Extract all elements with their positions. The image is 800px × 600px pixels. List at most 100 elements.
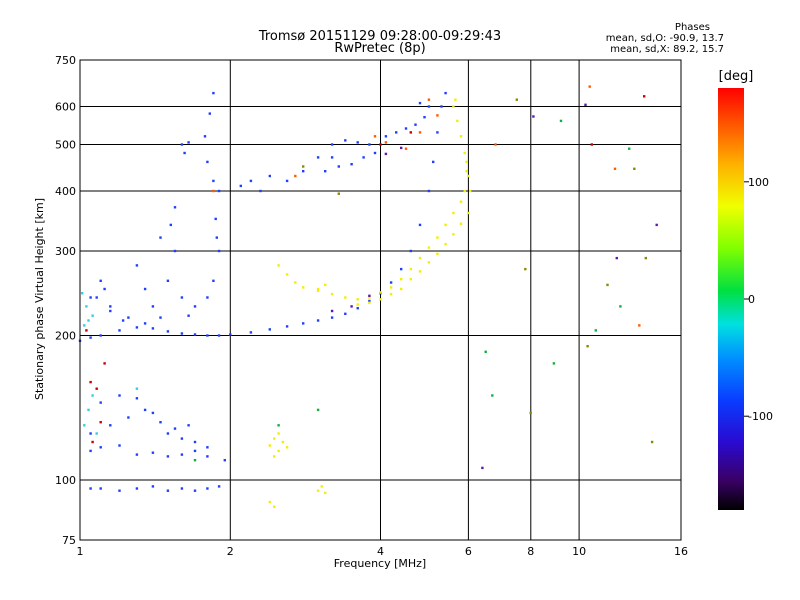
chart-subtitle: RwPretec (8p) [334,41,426,56]
data-point [320,485,323,488]
data-point [444,243,447,246]
data-point [217,189,221,193]
data-point [285,446,289,449]
data-point [619,305,622,308]
data-point [121,319,125,322]
data-point [127,316,130,319]
data-point [180,487,184,490]
data-point [83,424,86,427]
data-point [91,314,94,317]
data-point [91,440,94,444]
data-point [344,296,347,299]
data-point [418,223,422,227]
y-tick-label: 500 [55,139,76,152]
data-point [217,485,221,488]
data-point [294,174,297,178]
data-point [584,103,587,106]
data-point [515,98,518,101]
data-point [159,316,162,319]
phase-stats-x: mean, sd,X: 89.2, 15.7 [610,44,724,55]
data-point [356,298,359,301]
data-point [588,85,591,88]
y-axis-label: Stationary phase Virtual Height [km] [33,197,46,401]
data-point [277,264,280,267]
data-point [99,487,102,490]
data-point [427,246,431,249]
data-point [395,131,398,134]
data-point [89,487,92,490]
data-point [89,336,92,339]
data-point [99,446,102,449]
data-point [467,211,470,215]
data-point [135,387,139,390]
data-point [212,189,215,193]
data-point [206,487,209,490]
data-point [465,160,468,164]
x-axis-label: Frequency [MHz] [333,557,427,570]
data-point [613,167,617,170]
data-point [469,189,472,193]
data-point [414,123,417,126]
data-point [552,362,556,365]
data-point [316,156,320,159]
data-point [368,296,371,299]
data-point [285,325,289,328]
data-point [151,451,155,454]
data-point [356,307,359,310]
data-point [444,91,447,95]
data-point [330,156,334,159]
data-point [91,394,94,397]
data-point [440,105,443,108]
data-point [193,333,197,336]
colorbar-ticks: 100 0 -100 [744,176,773,423]
data-point [529,411,532,415]
data-point [217,334,221,337]
data-point [127,416,130,419]
data-point [324,283,327,287]
data-point [166,330,170,333]
data-point [356,303,359,306]
data-point [151,327,155,330]
data-point [409,249,412,253]
data-point [215,236,218,239]
data-point [193,459,197,462]
data-point [628,147,631,150]
data-point [427,189,431,193]
data-point [418,270,422,273]
data-point [463,151,466,155]
data-point [368,301,371,304]
data-point [559,119,563,123]
data-point [99,334,102,337]
data-point [109,309,112,313]
data-point [368,143,371,146]
x-tick-label: 2 [227,545,234,558]
data-point [95,296,98,299]
data-point [368,299,371,303]
data-point [423,116,426,119]
data-point [368,294,371,297]
data-point [436,131,439,134]
data-point [409,267,412,271]
data-point [302,322,305,325]
data-point [273,437,276,440]
data-point [404,127,408,130]
data-point [118,489,121,492]
data-point [259,189,262,193]
colorbar-tick-label: 0 [748,293,755,306]
data-point [89,296,92,299]
data-point [452,105,455,108]
data-point [89,449,92,453]
data-point [118,394,121,397]
x-axis-ticks: 1 2 4 6 8 10 16 [77,545,689,558]
data-point [590,143,593,146]
data-point [409,131,412,134]
data-point [302,165,305,168]
data-point [337,192,340,195]
data-point [389,281,393,284]
data-point [633,167,636,170]
data-point [214,217,217,221]
data-point [418,131,422,134]
data-point [135,264,139,267]
data-point [285,179,289,183]
data-point [459,200,463,203]
